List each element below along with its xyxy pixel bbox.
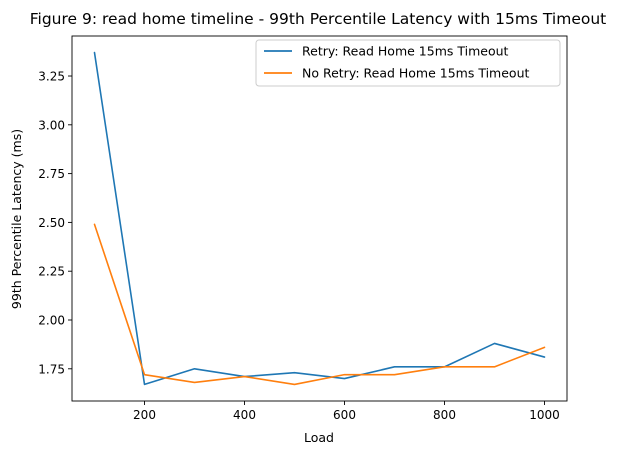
y-tick-label: 2.00 xyxy=(38,313,65,327)
y-axis-label: 99th Percentile Latency (ms) xyxy=(9,129,24,309)
legend-entry: Retry: Read Home 15ms Timeout xyxy=(302,44,509,59)
legend-entry: No Retry: Read Home 15ms Timeout xyxy=(302,66,529,81)
x-tick-label: 400 xyxy=(233,408,256,422)
x-axis-label: Load xyxy=(304,430,334,445)
series-line-1 xyxy=(93,51,546,386)
y-tick-label: 3.00 xyxy=(38,118,65,132)
x-tick-label: 800 xyxy=(433,408,456,422)
plot-area: 200 400 600 800 1000 1.75 2.00 2.25 2.50 2.75 3.00… xyxy=(38,35,568,422)
y-tick-label: 1.75 xyxy=(38,362,65,376)
x-tick-label: 600 xyxy=(333,408,356,422)
legend-box xyxy=(255,39,561,87)
x-tick-label: 1000 xyxy=(529,408,560,422)
y-tick-label: 2.25 xyxy=(38,265,65,279)
series-line-2 xyxy=(93,223,546,386)
y-tick-label: 3.25 xyxy=(38,70,65,84)
y-tick-label: 2.75 xyxy=(38,167,65,181)
chart-title: Figure 9: read home timeline - 99th Perc… xyxy=(30,10,607,28)
x-tick-label: 200 xyxy=(133,408,156,422)
y-tick-label: 2.50 xyxy=(38,216,65,230)
plot-frame xyxy=(71,35,568,402)
legend: Retry: Read Home 15ms Timeout No Retry: R… xyxy=(255,39,561,87)
